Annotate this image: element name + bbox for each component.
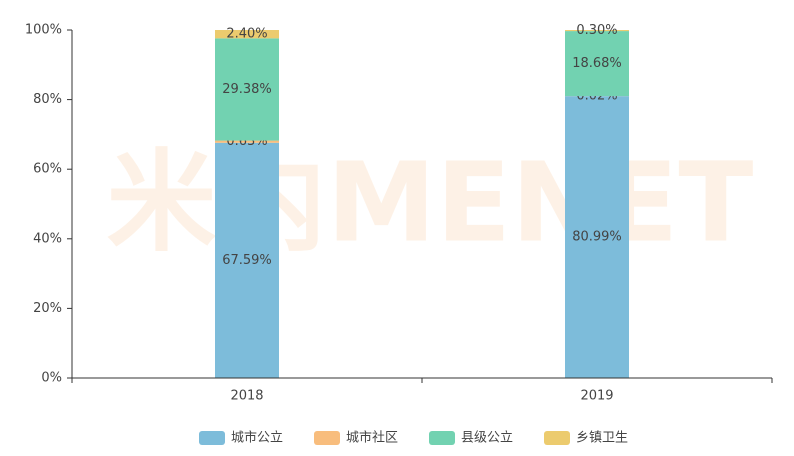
bar-segment xyxy=(215,38,279,141)
legend-swatch xyxy=(544,431,570,445)
value-label: 0.30% xyxy=(576,23,617,38)
legend-swatch xyxy=(429,431,455,445)
bar-segment xyxy=(565,96,629,379)
legend-label: 县级公立 xyxy=(461,431,513,446)
bar-segment xyxy=(565,30,629,32)
value-label: 67.59% xyxy=(222,253,272,268)
value-label: 2.40% xyxy=(226,27,267,42)
value-label: 29.38% xyxy=(222,82,272,97)
y-tick-label: 80% xyxy=(33,92,62,107)
y-tick-label: 60% xyxy=(33,162,62,177)
legend-label: 城市社区 xyxy=(346,430,398,446)
bar-segment xyxy=(215,140,279,143)
y-tick-label: 0% xyxy=(41,371,62,386)
bar-segment xyxy=(565,31,629,97)
value-label: 80.99% xyxy=(572,230,622,245)
y-tick-label: 40% xyxy=(33,231,62,246)
watermark: 米内MENET xyxy=(107,138,754,266)
bar-segment xyxy=(215,30,279,39)
x-tick-label: 2019 xyxy=(580,389,613,404)
y-tick-label: 100% xyxy=(25,23,62,38)
x-tick-label: 2018 xyxy=(230,389,263,404)
bar-segment xyxy=(215,142,279,378)
legend-label: 乡镇卫生 xyxy=(576,431,628,446)
legend-label: 城市公立 xyxy=(231,430,283,446)
legend-swatch xyxy=(199,431,225,445)
y-tick-label: 20% xyxy=(33,301,62,316)
value-label: 18.68% xyxy=(572,56,622,71)
legend-swatch xyxy=(314,431,340,445)
